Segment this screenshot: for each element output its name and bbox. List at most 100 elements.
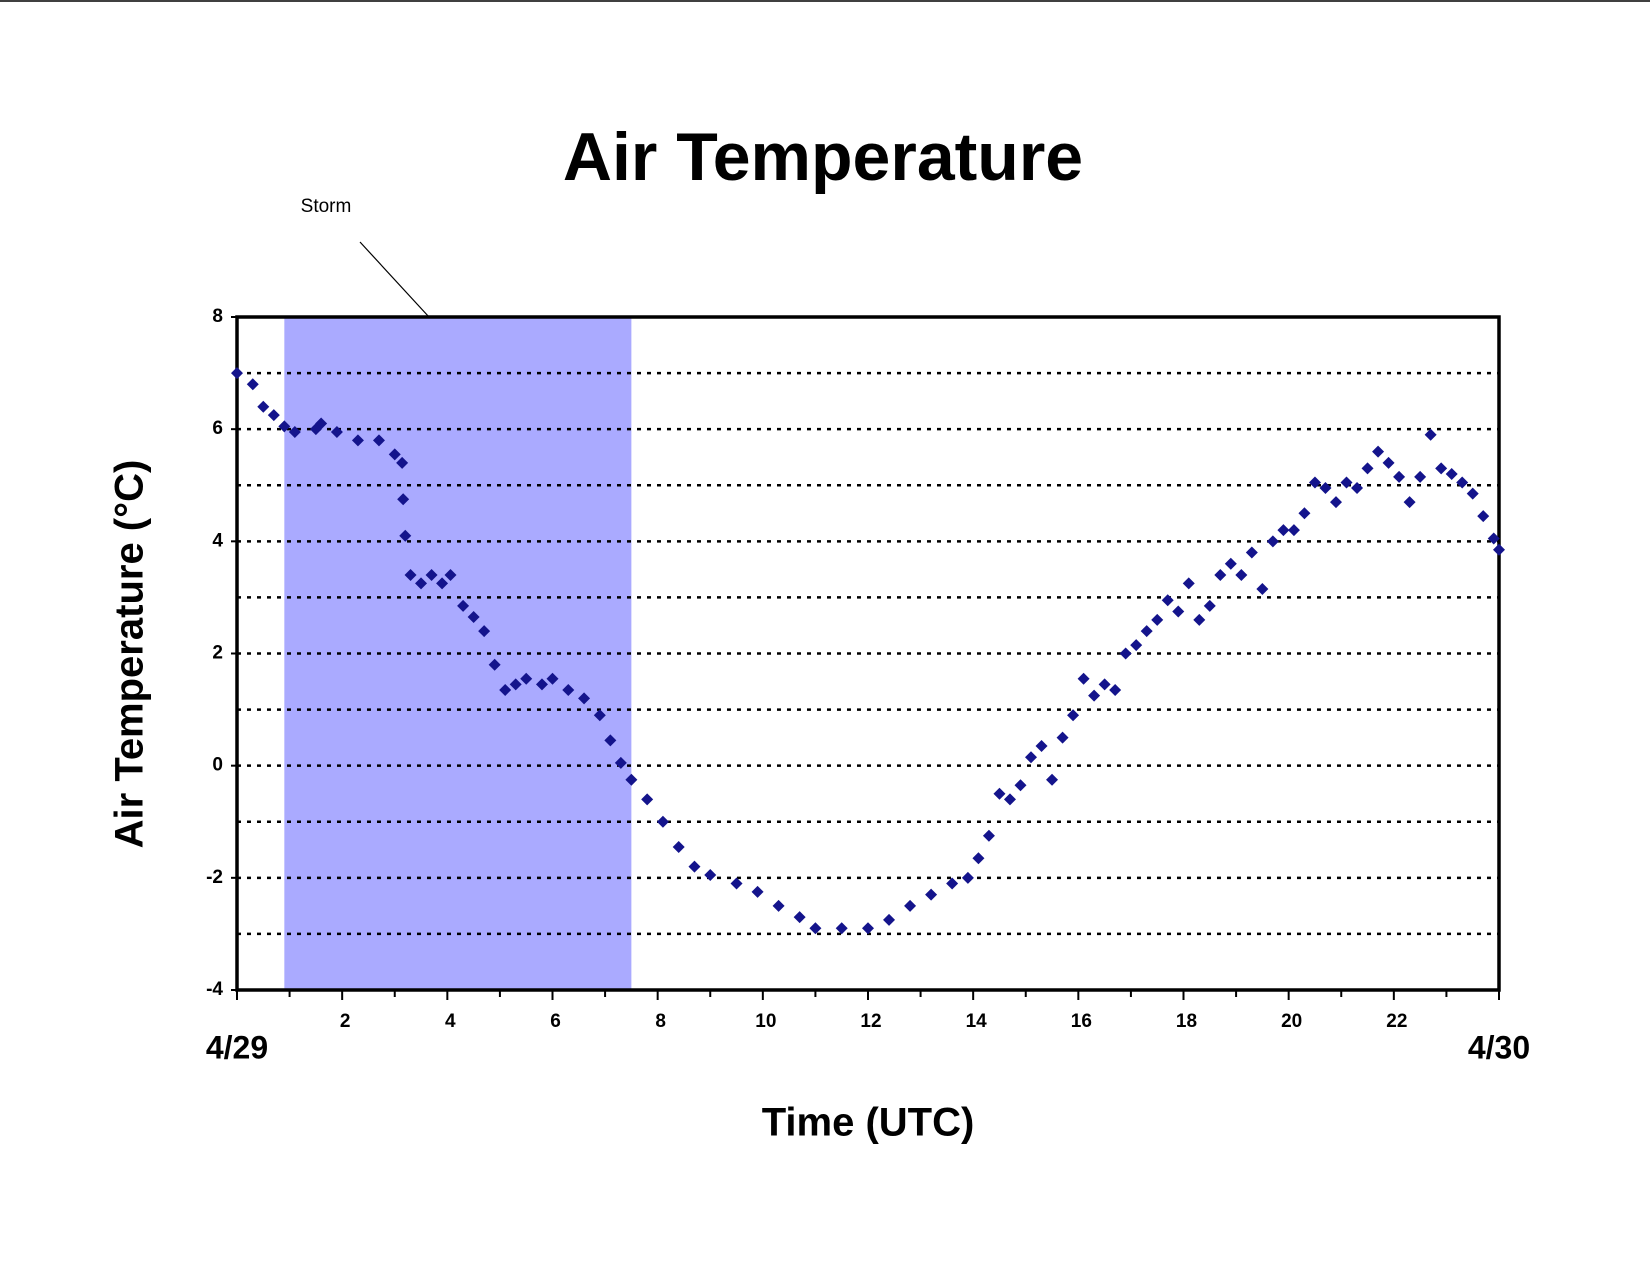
data-point (425, 568, 438, 581)
y-tick-label: 0 (212, 755, 223, 776)
data-point (1224, 557, 1237, 570)
data-point (1340, 476, 1353, 489)
data-point (1256, 583, 1269, 596)
data-point (404, 568, 417, 581)
data-point (835, 922, 848, 935)
y-tick-label: -2 (206, 867, 223, 888)
data-point (1140, 625, 1153, 638)
data-point (351, 434, 364, 447)
data-point (1319, 482, 1332, 495)
data-point (1361, 462, 1374, 475)
data-point (1277, 524, 1290, 537)
data-point (604, 734, 617, 747)
x-tick-label: 6 (550, 1011, 561, 1032)
annotation-label: Storm (301, 196, 352, 217)
x-tick-label: 16 (1071, 1011, 1092, 1032)
x-tick-label: 14 (966, 1011, 988, 1032)
data-point (1466, 487, 1479, 500)
data-point (1487, 532, 1500, 545)
x-tick-label: 8 (655, 1011, 666, 1032)
data-point (925, 888, 938, 901)
data-point (246, 378, 259, 391)
data-point (1172, 605, 1185, 618)
data-point (862, 922, 874, 935)
x-tick-label: 2 (340, 1011, 351, 1032)
data-point (1203, 599, 1216, 612)
data-point (315, 417, 328, 430)
data-point (436, 577, 449, 590)
data-point (1151, 613, 1164, 626)
data-point (1025, 751, 1038, 764)
data-point (1414, 470, 1427, 483)
data-point (961, 871, 974, 884)
data-point (1077, 672, 1090, 685)
data-point (1351, 482, 1364, 495)
data-point (946, 877, 959, 890)
data-point (1067, 709, 1080, 722)
data-point (1035, 740, 1048, 753)
plot-frame (235, 315, 1501, 992)
data-point (656, 815, 669, 828)
data-point (1088, 689, 1101, 702)
data-point (1308, 476, 1321, 489)
x-axis-title: Time (UTC) (762, 1101, 975, 1145)
data-point (499, 683, 512, 696)
data-point (993, 787, 1006, 800)
x-tick-label: 12 (860, 1011, 881, 1032)
data-point (883, 913, 896, 926)
y-tick-label: 2 (212, 643, 223, 664)
data-point (478, 625, 491, 638)
data-point (1403, 496, 1416, 509)
data-point (751, 885, 764, 898)
data-point (1435, 462, 1448, 475)
data-point (904, 899, 917, 912)
data-point (372, 434, 385, 447)
data-point (520, 672, 533, 685)
data-point (1014, 779, 1027, 792)
data-point (1298, 507, 1311, 520)
x-date-label: 4/29 (206, 1029, 268, 1065)
y-axis-title: Air Temperature (°C) (108, 460, 152, 849)
x-date-label: 4/30 (1468, 1029, 1530, 1065)
data-point (1393, 470, 1406, 483)
data-point (535, 678, 548, 691)
data-point (330, 425, 343, 438)
data-point (672, 840, 685, 853)
data-point (1445, 468, 1458, 481)
data-point (1193, 613, 1206, 626)
y-tick-label: 6 (212, 418, 223, 439)
data-point (704, 869, 717, 882)
data-point (457, 599, 470, 612)
data-point (972, 852, 985, 865)
data-point (288, 425, 301, 438)
data-point (1046, 773, 1059, 786)
data-point (1245, 546, 1258, 559)
data-point (1130, 639, 1143, 652)
annotation-leader (359, 241, 430, 318)
data-point (688, 860, 701, 873)
data-point (614, 756, 627, 769)
data-point (1287, 524, 1300, 537)
data-point (397, 493, 410, 506)
x-tick-label: 22 (1386, 1011, 1407, 1032)
data-point (267, 409, 280, 422)
x-tick-label: 18 (1176, 1011, 1197, 1032)
data-point (1056, 731, 1069, 744)
data-point (809, 922, 822, 935)
data-point (257, 400, 270, 413)
data-point (1424, 428, 1437, 441)
data-point (772, 899, 785, 912)
y-tick-label: -4 (206, 979, 223, 1000)
data-point (1109, 683, 1122, 696)
x-tick-label: 4 (445, 1011, 456, 1032)
data-point (1372, 445, 1385, 458)
data-point (562, 683, 575, 696)
data-point (546, 672, 559, 685)
data-point (388, 448, 401, 461)
data-point (1329, 496, 1342, 509)
data-point (1182, 577, 1195, 590)
data-point (793, 911, 806, 924)
data-point (1161, 594, 1174, 607)
data-point (1456, 476, 1469, 489)
